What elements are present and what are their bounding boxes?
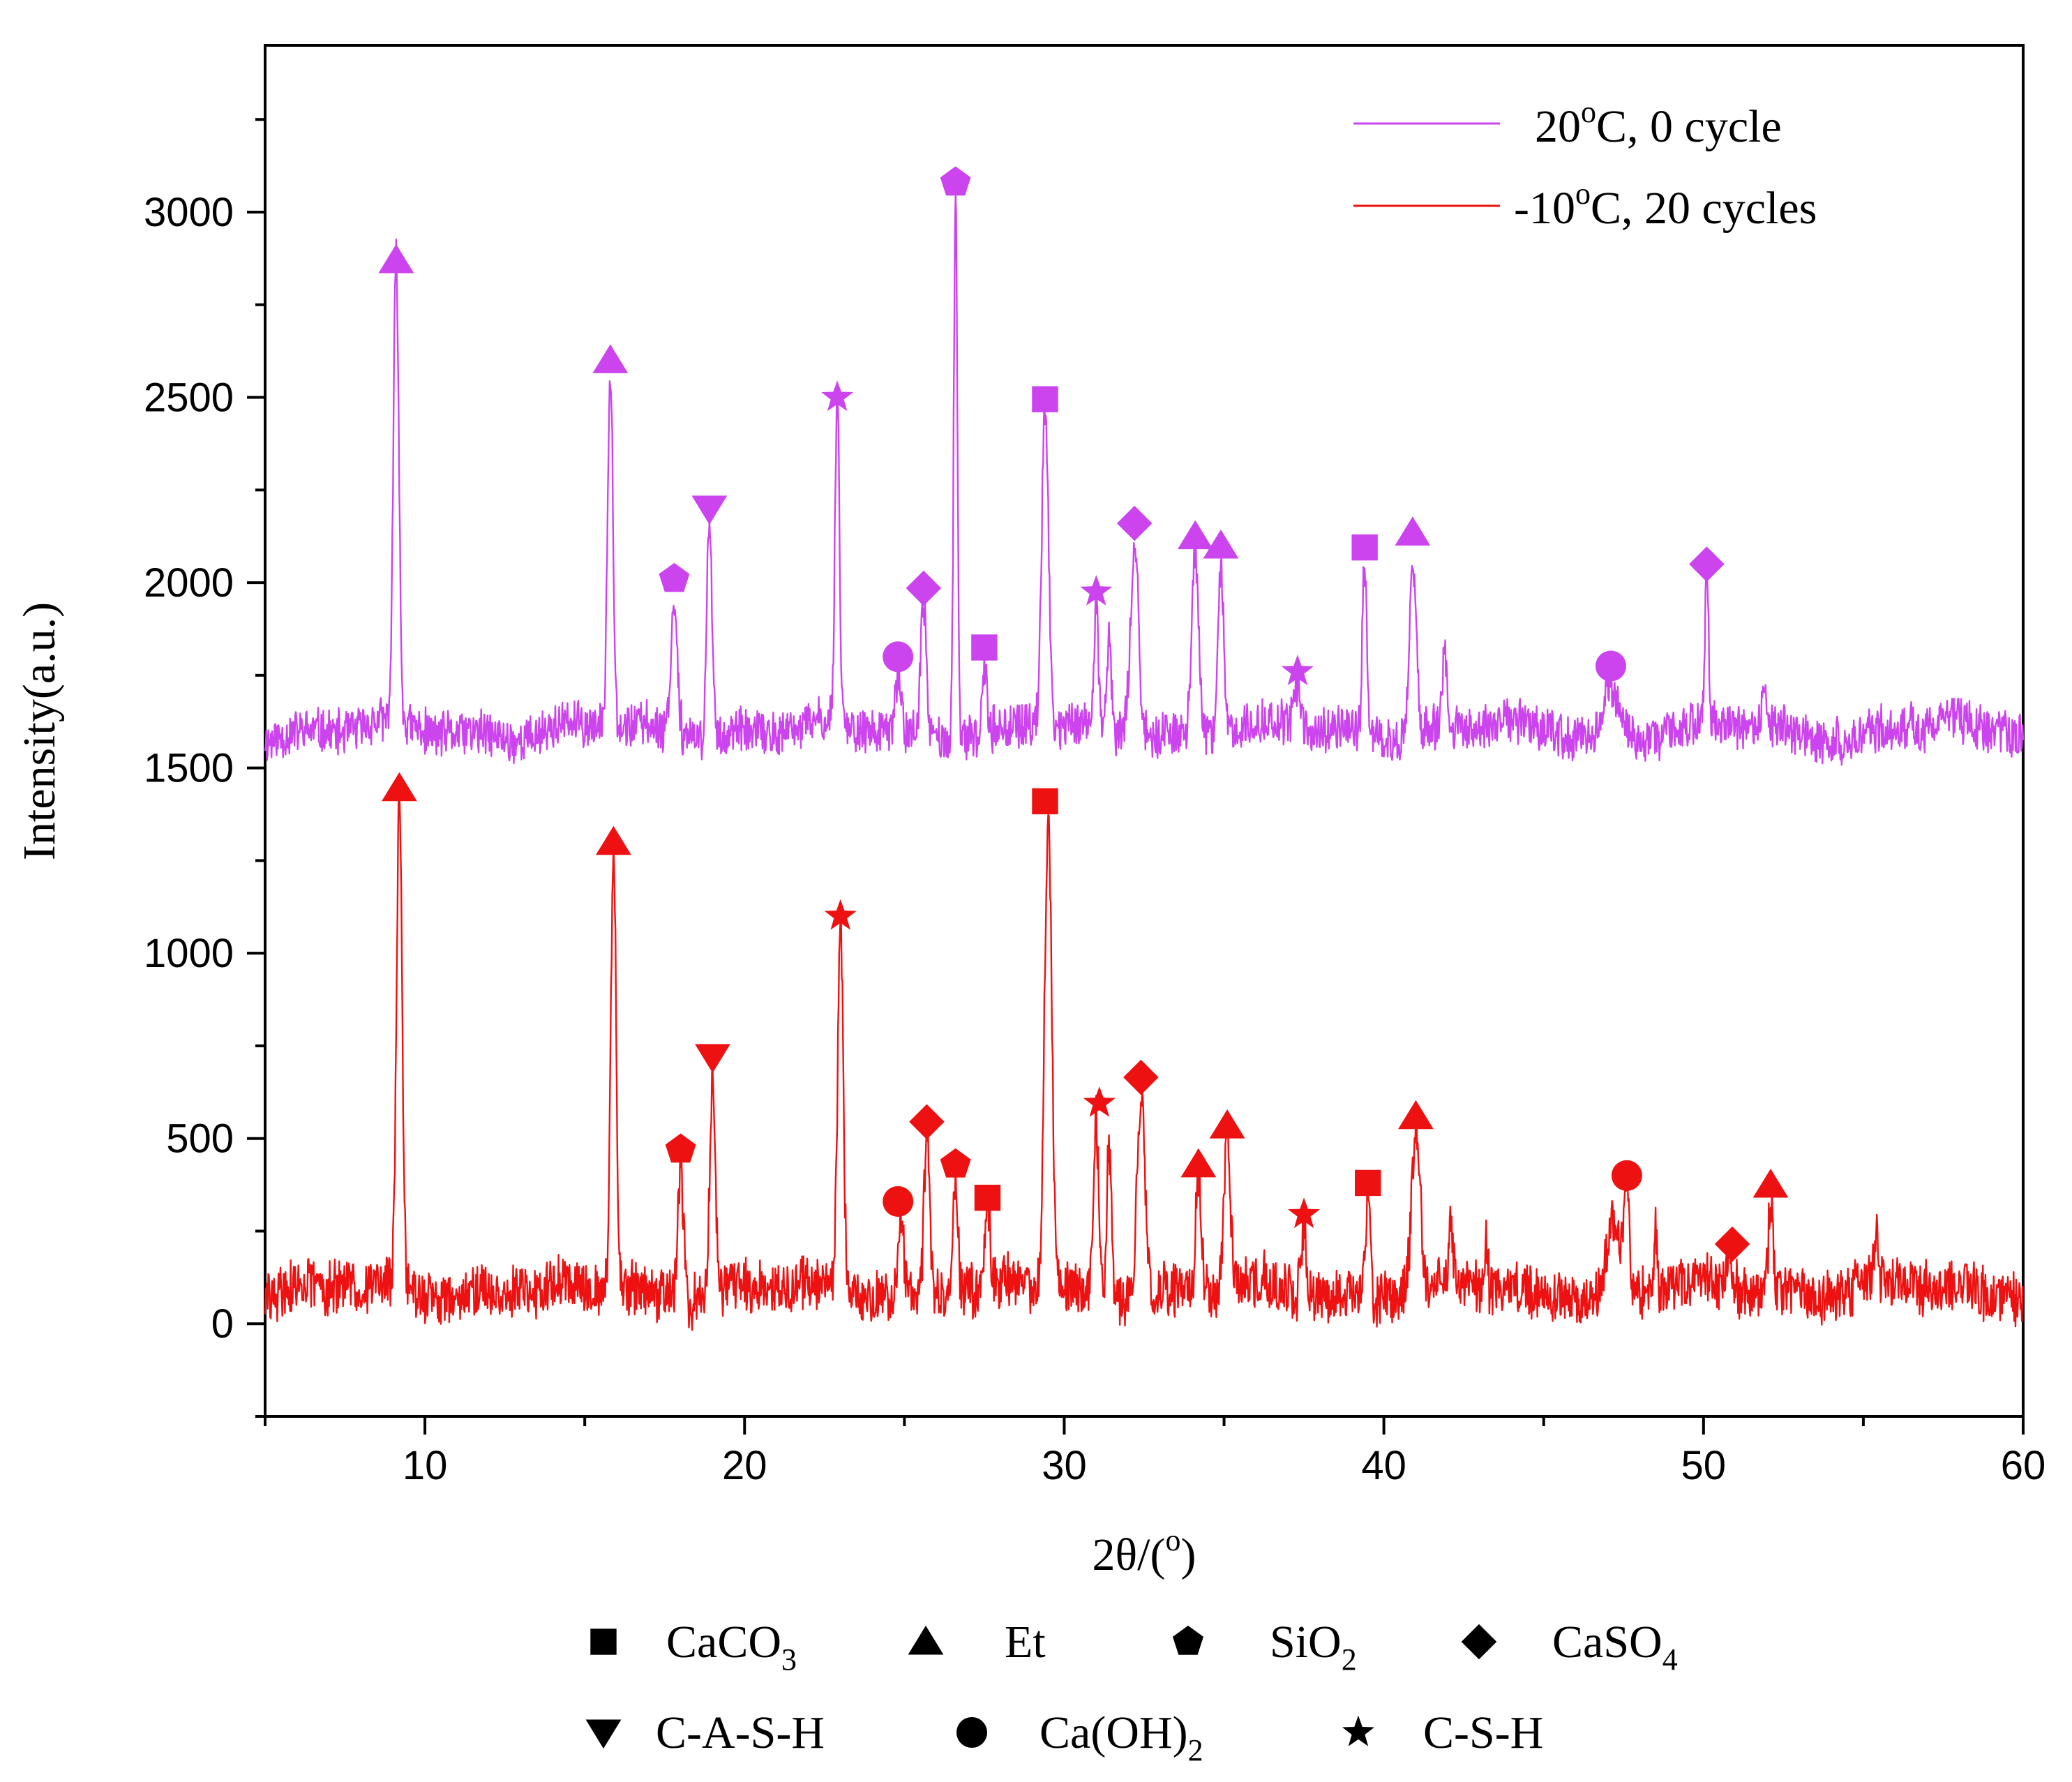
peak-marker-diamond [906, 570, 942, 606]
legend-label-1: -10oC, 20 cycles [1514, 177, 1817, 234]
phase-legend-square-icon [590, 1628, 617, 1655]
peak-marker-triangle-up [1203, 529, 1239, 559]
phase-label-caso4: CaSO4 [1552, 1617, 1678, 1677]
y-axis: 0 500 1000 1500 2000 2500 3000 [144, 118, 265, 1418]
y-tick-label: 0 [211, 1301, 234, 1347]
peak-marker-square [1351, 534, 1378, 561]
x-axis-title: 2θ/(o) [1093, 1523, 1196, 1580]
peak-marker-pentagon [940, 166, 971, 196]
peak-marker-diamond [1116, 505, 1153, 541]
peak-marker-triangle-up [1395, 516, 1431, 546]
x-tick-label: 50 [1681, 1443, 1727, 1488]
peak-marker-triangle-up [382, 772, 417, 802]
phase-legend-caso4: CaSO4 [1461, 1617, 1678, 1677]
peak-marker-pentagon [659, 562, 690, 592]
phase-marker-triangle-down [585, 1719, 622, 1749]
phase-legend-triangle-down-icon [585, 1719, 622, 1749]
y-tick-label: 1500 [144, 746, 234, 791]
peak-marker-triangle-up [1398, 1100, 1434, 1130]
peak-marker-triangle-up [1752, 1168, 1789, 1198]
plot-area [264, 44, 2025, 1418]
peak-marker-triangle-up [378, 244, 414, 274]
peak-marker-pentagon [665, 1133, 696, 1163]
peak-marker-triangle-up [596, 825, 631, 855]
x-tick-label: 30 [1042, 1443, 1087, 1488]
x-axis-title-sup: o [1165, 1523, 1180, 1557]
phase-legend-triangle-up-icon [908, 1625, 944, 1655]
phase-legend-diamond-icon [1461, 1624, 1497, 1660]
peak-marker-square [1355, 1169, 1381, 1197]
peak-marker-star [1281, 654, 1314, 686]
peak-marker-triangle-down [695, 1044, 730, 1073]
phase-label-cash: C-A-S-H [656, 1707, 825, 1758]
peak-marker-star [824, 899, 857, 930]
phase-legend-pentagon-icon [1173, 1625, 1203, 1655]
peak-marker-triangle-up [1177, 520, 1213, 550]
peak-marker-star [1083, 1086, 1116, 1117]
phase-legend-caoh2: Ca(OH)2 [956, 1707, 1203, 1767]
peak-marker-triangle-down [691, 495, 728, 525]
phase-marker-square [590, 1628, 617, 1655]
x-tick-label: 40 [1361, 1443, 1406, 1488]
peak-marker-square [1032, 788, 1058, 815]
phase-legend-star-icon [1342, 1715, 1374, 1746]
phase-label-csh: C-S-H [1423, 1707, 1543, 1758]
y-tick-label: 500 [166, 1116, 234, 1162]
peak-marker-diamond [909, 1104, 945, 1140]
y-tick-label: 2500 [144, 375, 234, 421]
phase-legend-sio2: SiO2 [1173, 1617, 1357, 1677]
phase-marker-star [1342, 1715, 1374, 1746]
phase-legend-et: Et [908, 1617, 1046, 1668]
phase-legend-csh: C-S-H [1342, 1707, 1543, 1758]
y-tick-label: 1000 [144, 931, 234, 976]
peak-marker-diamond [1689, 546, 1725, 582]
peak-marker-star [1288, 1197, 1321, 1229]
phase-legend: CaCO3 Et SiO2 CaSO4 C-A-S-H Ca(OH)2 C-S-… [585, 1617, 1678, 1767]
peak-marker-star [1080, 575, 1113, 606]
phase-marker-diamond [1461, 1624, 1497, 1660]
series-line-0 [264, 194, 2025, 766]
phase-legend-cacos: CaCO3 [590, 1617, 797, 1677]
series-legend: 20oC, 0 cycle -10oC, 20 cycles [1353, 95, 1817, 234]
phase-marker-triangle-up [908, 1625, 944, 1655]
peak-marker-triangle-up [592, 344, 629, 373]
peak-marker-diamond [1714, 1226, 1750, 1262]
legend-label-0: 20oC, 0 cycle [1535, 95, 1782, 152]
peak-marker-pentagon [940, 1148, 971, 1178]
y-tick-label: 2000 [144, 560, 234, 606]
y-tick-label: 3000 [144, 190, 234, 235]
peak-marker-star [821, 380, 854, 412]
peak-marker-triangle-up [1180, 1148, 1217, 1178]
peak-marker-square [974, 1184, 1001, 1211]
peak-marker-circle [1611, 1160, 1642, 1191]
peak-marker-circle [1595, 650, 1626, 682]
peak-marker-triangle-up [1209, 1109, 1245, 1139]
phase-legend-cash: C-A-S-H [585, 1707, 825, 1758]
phase-label-sio2: SiO2 [1270, 1617, 1357, 1677]
phase-marker-circle [956, 1717, 987, 1748]
peak-marker-square [971, 634, 998, 661]
peak-marker-diamond [1123, 1059, 1159, 1095]
phase-marker-pentagon [1173, 1625, 1203, 1655]
x-tick-label: 60 [2001, 1443, 2046, 1488]
y-axis-title: Intensity(a.u.) [14, 602, 65, 860]
phase-legend-circle-icon [956, 1717, 987, 1748]
peak-marker-circle [883, 1185, 914, 1217]
peak-marker-square [1032, 386, 1058, 412]
peak-marker-circle [883, 641, 914, 673]
phase-label-caoh2: Ca(OH)2 [1039, 1707, 1203, 1767]
x-tick-label: 20 [722, 1443, 767, 1488]
phase-label-caco3: CaCO3 [666, 1617, 797, 1677]
series-layer [264, 194, 2025, 1331]
series-line-1 [264, 787, 2024, 1331]
x-axis-title-end: ) [1180, 1529, 1196, 1580]
phase-label-et: Et [1005, 1617, 1046, 1668]
annotation-layer [378, 166, 1789, 1262]
x-axis-title-main: 2θ/( [1093, 1529, 1166, 1580]
x-axis: 10 20 30 40 50 60 [264, 1416, 2046, 1488]
x-tick-label: 10 [403, 1443, 448, 1488]
